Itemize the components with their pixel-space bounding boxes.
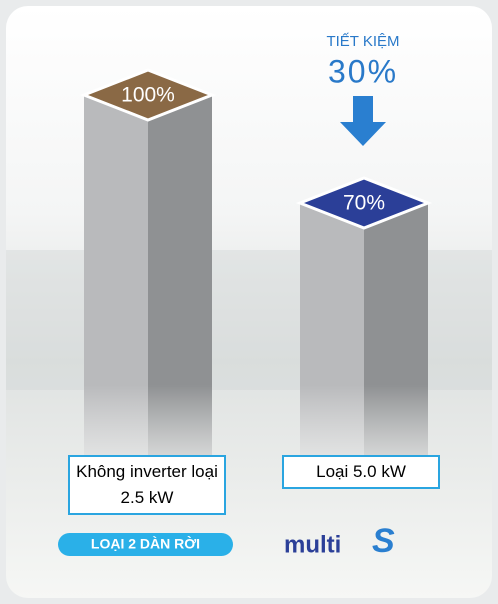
savings-label: TIẾT KIỆM	[326, 33, 399, 50]
logo-word: multi	[284, 531, 341, 558]
category-label: Không inverter loại 2.5 kW	[68, 455, 226, 515]
badge-text: LOẠI 2 DÀN RỜI	[91, 535, 200, 552]
value-label: 70%	[343, 192, 385, 215]
savings-value: 30%	[328, 53, 398, 89]
infographic: TIẾT KIỆM 30% 100% 70% Không inverter loạ…	[0, 0, 498, 604]
label-box: Không inverter loại 2.5 kW	[68, 455, 228, 517]
logo-letter: S	[372, 522, 395, 560]
value-label: 100%	[121, 84, 175, 107]
category-label: Loại 5.0 kW	[282, 455, 440, 489]
label-box: Loại 5.0 kW	[282, 455, 442, 491]
